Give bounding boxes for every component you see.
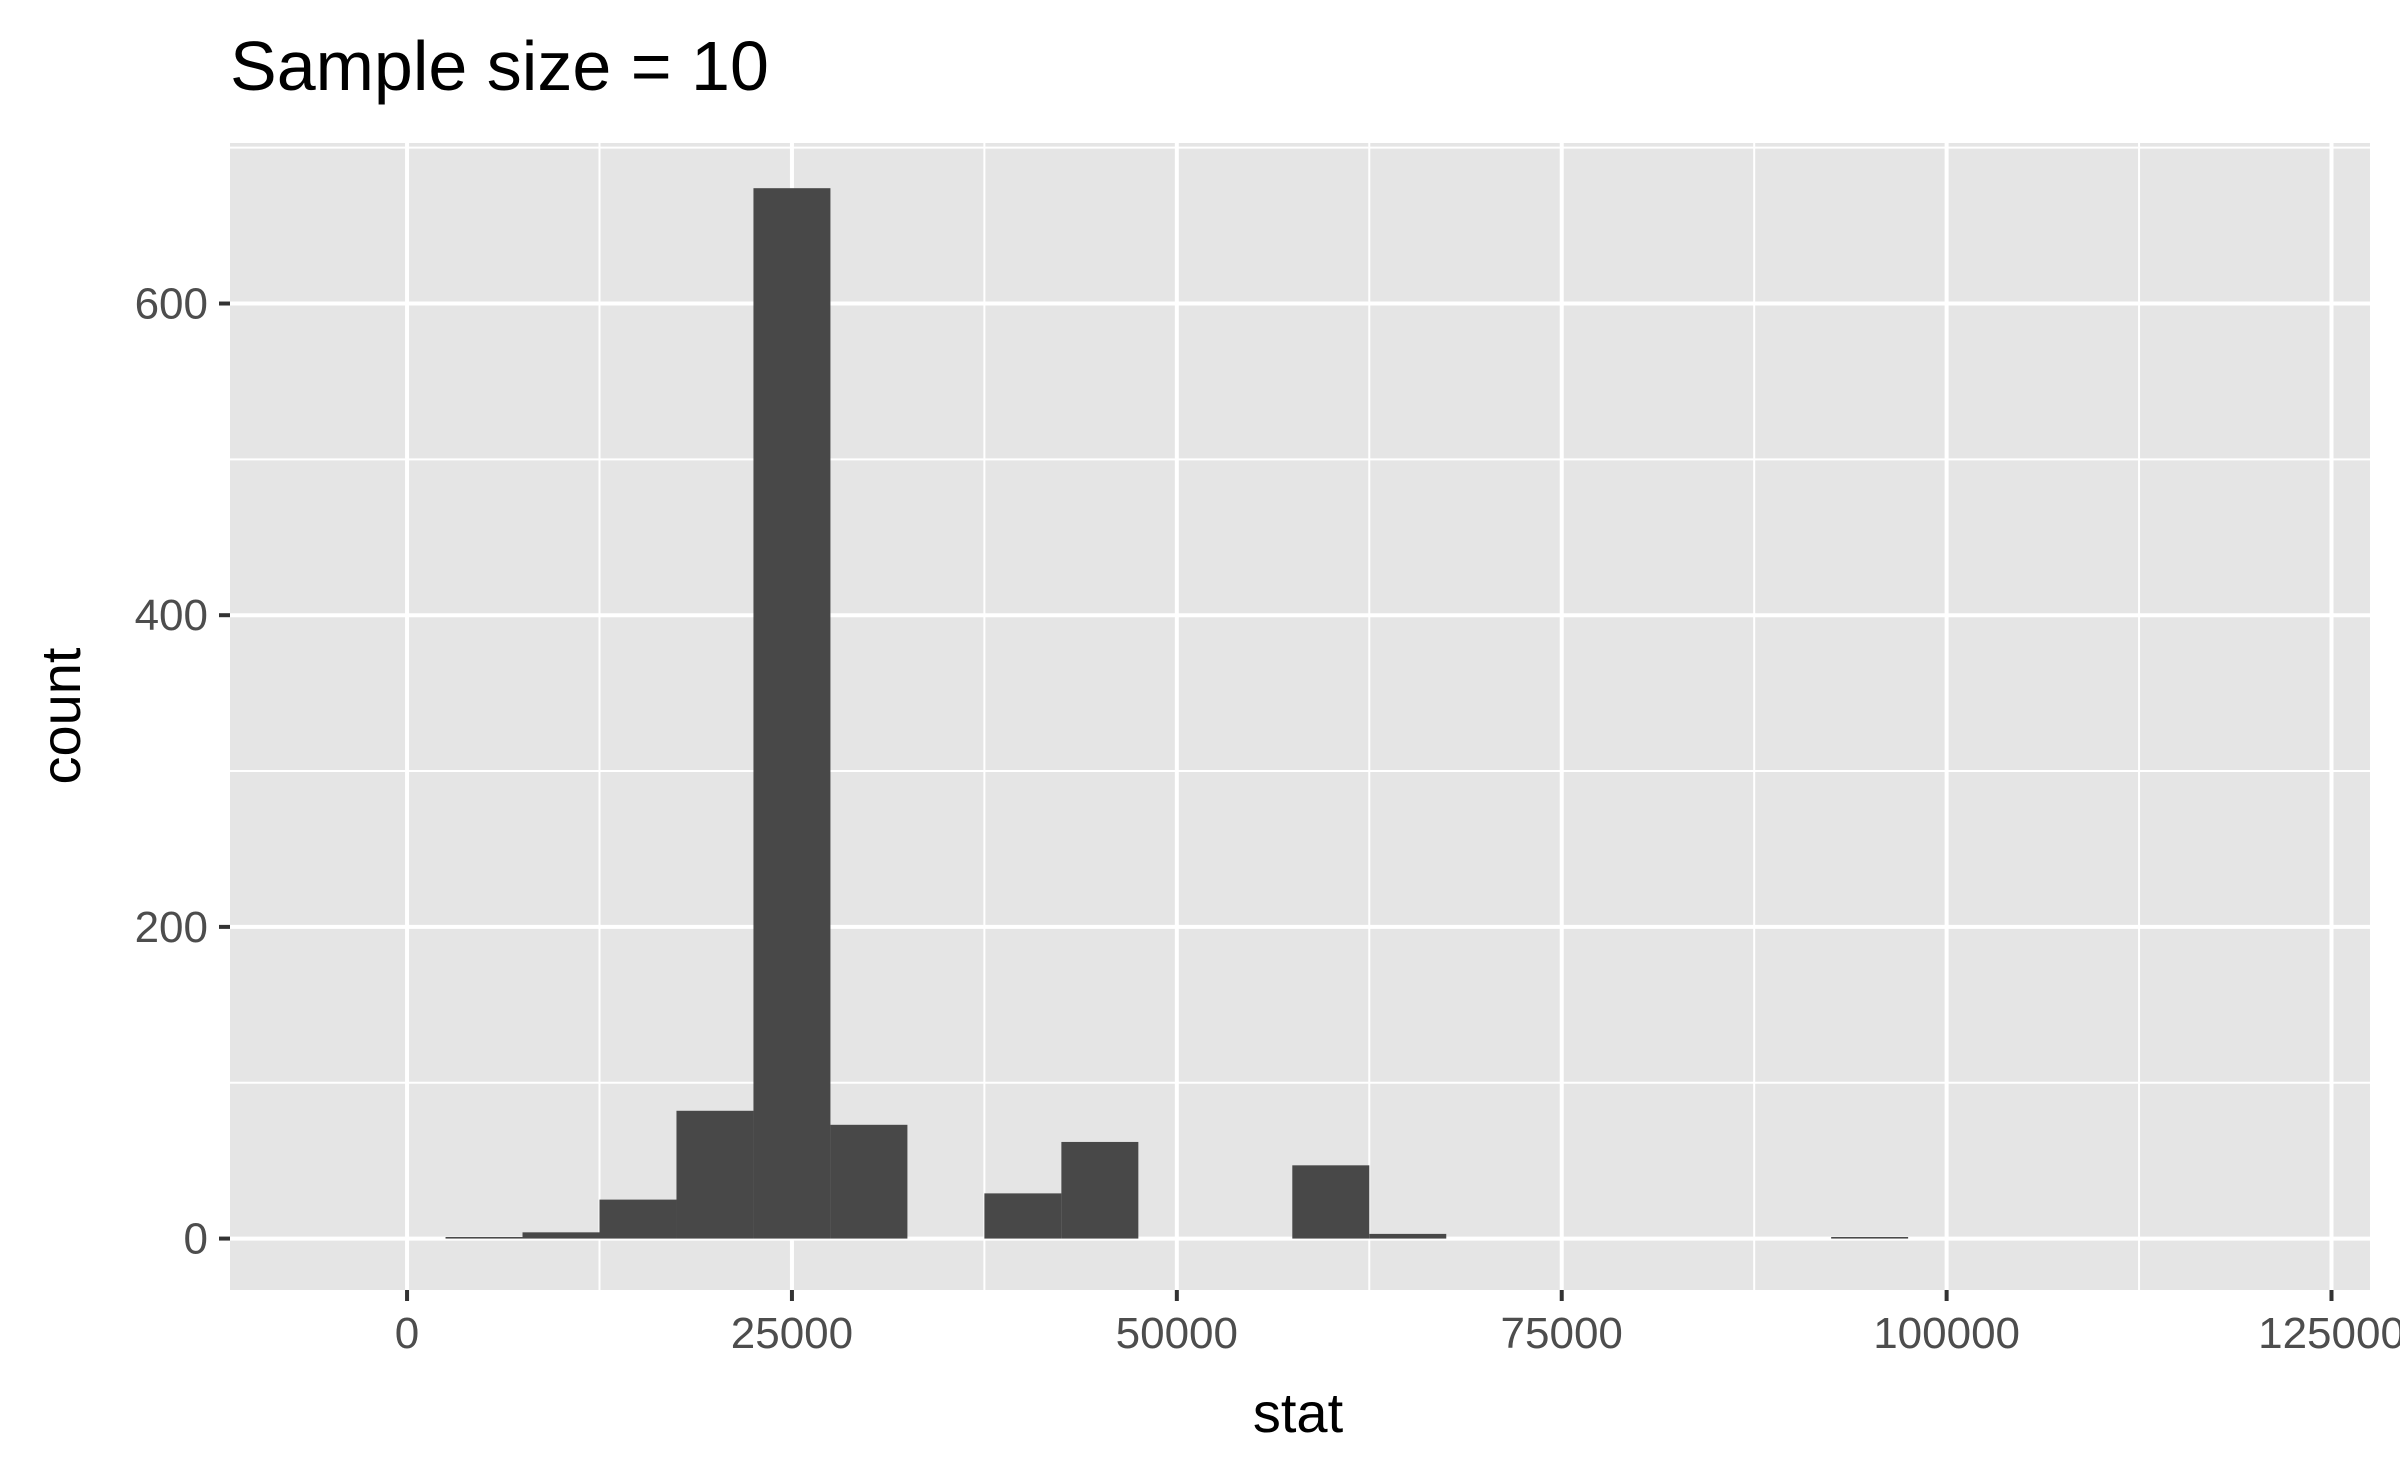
histogram-bar (1292, 1165, 1370, 1239)
x-tick-label: 0 (395, 1309, 419, 1358)
minor-gridlines (230, 143, 2370, 1290)
histogram-bar (1831, 1237, 1909, 1239)
histogram-bar (1369, 1233, 1447, 1239)
histogram-bar (599, 1199, 677, 1239)
x-tick-label: 25000 (731, 1309, 853, 1358)
histogram-bar (830, 1124, 908, 1239)
x-axis-title: stat (1253, 1381, 1344, 1444)
y-axis: 0 200 400 600 (135, 280, 230, 1264)
x-axis: 0 25000 50000 75000 100000 125000 (395, 1290, 2400, 1358)
histogram-bar (676, 1110, 754, 1239)
x-tick-label: 125000 (2258, 1309, 2400, 1358)
chart-title: Sample size = 10 (230, 27, 769, 105)
x-tick-label: 100000 (1873, 1309, 2020, 1358)
histogram-bar (753, 188, 831, 1239)
histogram-bar (1061, 1141, 1139, 1239)
y-tick-label: 0 (184, 1215, 208, 1264)
histogram-bar (445, 1237, 523, 1239)
plot-panel (230, 143, 2370, 1290)
x-tick-label: 50000 (1116, 1309, 1238, 1358)
histogram-bars (445, 188, 1909, 1239)
histogram-bar (522, 1232, 600, 1239)
x-tick-label: 75000 (1501, 1309, 1623, 1358)
y-tick-label: 200 (135, 903, 208, 952)
y-tick-label: 400 (135, 591, 208, 640)
y-axis-title: count (29, 647, 92, 784)
histogram-bar (984, 1193, 1062, 1239)
y-tick-label: 600 (135, 280, 208, 329)
